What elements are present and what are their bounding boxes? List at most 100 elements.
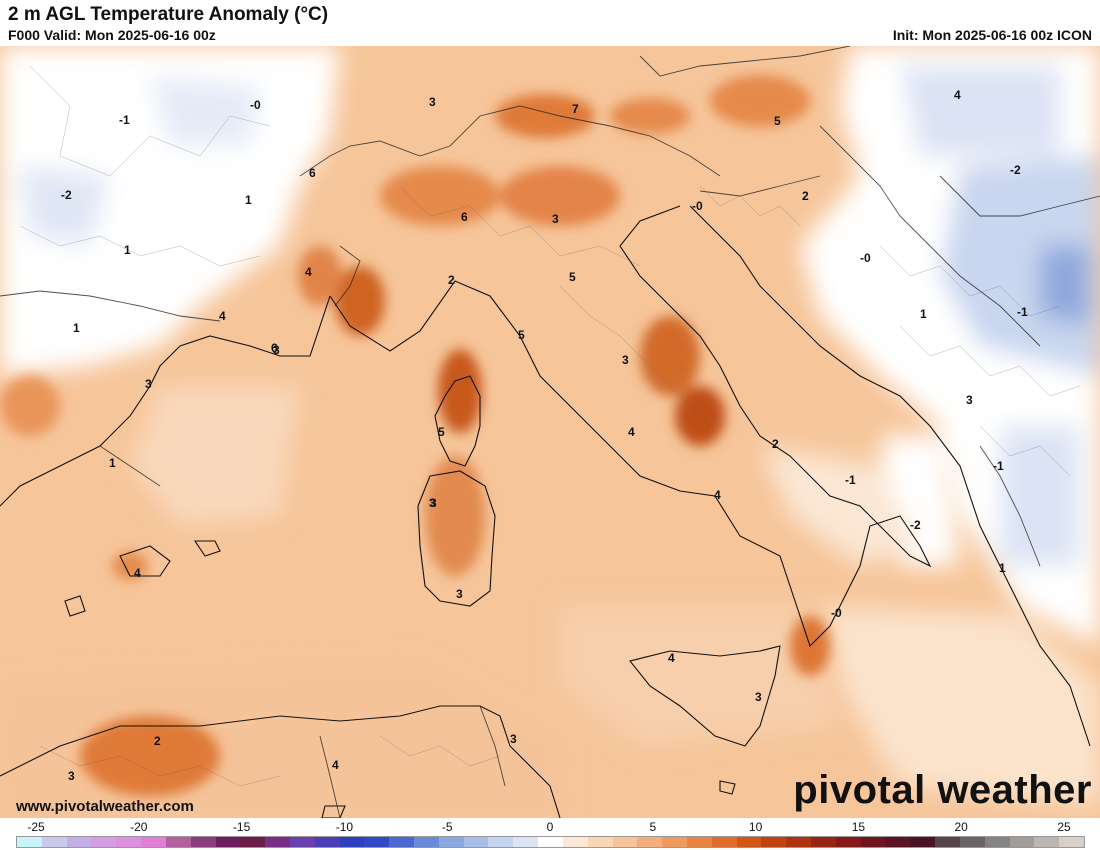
- contour-label: 2: [154, 734, 161, 748]
- colorbar-swatch: [66, 837, 92, 847]
- colorbar-swatch: [686, 837, 712, 847]
- regional-borders: [19, 65, 1081, 787]
- contour-label: 5: [569, 270, 576, 284]
- colorbar-swatch: [959, 837, 985, 847]
- colorbar-swatch: [538, 837, 563, 847]
- contour-label: 3: [755, 690, 762, 704]
- contour-label: 4: [714, 488, 721, 502]
- contour-label: 2: [772, 437, 779, 451]
- colorbar-ticks: -25 -20 -15 -10 -5 0 5 10 15 20 25: [0, 818, 1100, 834]
- colorbar-swatch: [885, 837, 911, 847]
- colorbar-tick-label: -5: [441, 820, 453, 834]
- map-title: 2 m AGL Temperature Anomaly (°C): [8, 4, 329, 25]
- contour-label: 3: [429, 95, 436, 109]
- contour-label: 4: [954, 88, 961, 102]
- contour-label: 4: [219, 309, 226, 323]
- colorbar-strip: [16, 836, 1085, 848]
- colorbar-swatch: [935, 837, 960, 847]
- colorbar-swatch: [736, 837, 762, 847]
- colorbar-tick-label: -10: [335, 820, 354, 834]
- colorbar-swatch: [513, 837, 539, 847]
- colorbar-swatch: [1009, 837, 1035, 847]
- colorbar-swatch: [662, 837, 687, 847]
- contour-label: -0: [860, 251, 871, 265]
- colorbar-swatch: [289, 837, 315, 847]
- colorbar-tick-label: 10: [748, 820, 763, 834]
- colorbar-swatch: [141, 837, 166, 847]
- colorbar-swatch: [786, 837, 811, 847]
- contour-label: 3: [430, 496, 437, 510]
- brand-logo: pivotal weather: [793, 768, 1092, 812]
- contour-label: 1: [999, 561, 1006, 575]
- contour-label: 3: [966, 393, 973, 407]
- colorbar-swatch: [488, 837, 514, 847]
- colorbar-swatch: [265, 837, 290, 847]
- colorbar-swatch: [562, 837, 588, 847]
- contour-label: 3: [145, 377, 152, 391]
- init-time: Init: Mon 2025-06-16 00z ICON: [892, 27, 1092, 43]
- contour-label: -1: [993, 459, 1004, 473]
- temperature-anomaly-map[interactable]: -1 -0 -2 1 1 1 3 3 7 5 4 6 3 6 4 4 6 2 5…: [0, 46, 1100, 818]
- colorbar-swatch: [190, 837, 216, 847]
- contour-label: 1: [245, 193, 252, 207]
- colorbar-swatch: [414, 837, 439, 847]
- colorbar-swatch: [587, 837, 613, 847]
- contour-labels: -1 -0 -2 1 1 1 3 3 7 5 4 6 3 6 4 4 6 2 5…: [61, 88, 1028, 783]
- contour-label: 4: [134, 566, 141, 580]
- contour-label: 4: [305, 265, 312, 279]
- colorbar-swatch: [1034, 837, 1060, 847]
- cool-anomaly-regions: [0, 46, 1100, 806]
- contour-label: -2: [910, 518, 921, 532]
- colorbar-swatch: [984, 837, 1010, 847]
- colorbar-swatch: [314, 837, 340, 847]
- map-header: 2 m AGL Temperature Anomaly (°C) F000 Va…: [0, 0, 1100, 46]
- contour-label: 2: [802, 189, 809, 203]
- colorbar-tick-label: -25: [27, 820, 45, 834]
- colorbar-tick-label: -15: [232, 820, 251, 834]
- colorbar-tick-label: 0: [546, 820, 554, 834]
- colorbar-swatch: [711, 837, 737, 847]
- colorbar-swatch: [637, 837, 663, 847]
- contour-label: 3: [510, 732, 517, 746]
- contour-label: 7: [572, 102, 579, 116]
- colorbar-swatch: [240, 837, 266, 847]
- contour-label: -2: [61, 188, 72, 202]
- colorbar-swatch: [91, 837, 117, 847]
- country-borders: [0, 46, 1100, 818]
- colorbar-tick-label: 15: [851, 820, 866, 834]
- colorbar-swatch: [811, 837, 836, 847]
- contour-label: 3: [68, 769, 75, 783]
- colorbar-swatch: [860, 837, 886, 847]
- colorbar: -25 -20 -15 -10 -5 0 5 10 15 20 25: [0, 818, 1100, 850]
- colorbar-swatch: [389, 837, 414, 847]
- map-canvas: -1 -0 -2 1 1 1 3 3 7 5 4 6 3 6 4 4 6 2 5…: [0, 46, 1100, 818]
- valid-time: F000 Valid: Mon 2025-06-16 00z: [8, 27, 216, 43]
- colorbar-swatch: [116, 837, 142, 847]
- contour-label: 1: [73, 321, 80, 335]
- website-url: www.pivotalweather.com: [16, 798, 194, 815]
- contour-label: 4: [668, 651, 675, 665]
- contour-label: 5: [438, 425, 445, 439]
- contour-label: -1: [845, 473, 856, 487]
- contour-label: 5: [774, 114, 781, 128]
- colorbar-tick-label: 5: [649, 820, 657, 834]
- colorbar-tick-label: -20: [130, 820, 148, 834]
- colorbar-swatch: [835, 837, 861, 847]
- contour-label: 2: [448, 273, 455, 287]
- contour-label: 1: [109, 456, 116, 470]
- colorbar-swatch: [612, 837, 638, 847]
- contour-label: -1: [119, 113, 130, 127]
- colorbar-swatch: [364, 837, 390, 847]
- colorbar-swatch: [910, 837, 936, 847]
- contour-label: 3: [456, 587, 463, 601]
- colorbar-swatch: [761, 837, 787, 847]
- contour-label: 4: [628, 425, 635, 439]
- colorbar-swatch: [165, 837, 191, 847]
- contour-label: -0: [250, 98, 261, 112]
- contour-label: 1: [124, 243, 131, 257]
- contour-label: 5: [518, 328, 525, 342]
- contour-label: 1: [920, 307, 927, 321]
- contour-label: -1: [1017, 305, 1028, 319]
- colorbar-swatch: [215, 837, 241, 847]
- contour-label: 3: [622, 353, 629, 367]
